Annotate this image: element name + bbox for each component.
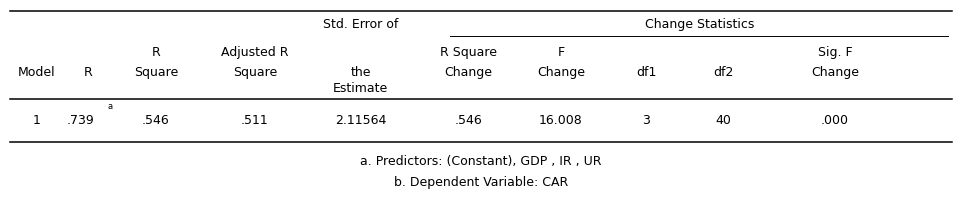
Text: Estimate: Estimate: [333, 82, 388, 95]
Text: Change Statistics: Change Statistics: [644, 18, 753, 31]
Text: Change: Change: [536, 66, 584, 79]
Text: R Square: R Square: [439, 46, 497, 59]
Text: 3: 3: [642, 114, 650, 127]
Text: df2: df2: [712, 66, 733, 79]
Text: the: the: [350, 66, 371, 79]
Text: .000: .000: [820, 114, 849, 127]
Text: 40: 40: [715, 114, 730, 127]
Text: R: R: [151, 46, 160, 59]
Text: .546: .546: [142, 114, 169, 127]
Text: Model: Model: [17, 66, 56, 79]
Text: 1: 1: [33, 114, 40, 127]
Text: Change: Change: [810, 66, 858, 79]
Text: Adjusted R: Adjusted R: [221, 46, 288, 59]
Text: .739: .739: [67, 114, 94, 127]
Text: a. Predictors: (Constant), GDP , IR , UR: a. Predictors: (Constant), GDP , IR , UR: [359, 155, 602, 168]
Text: Square: Square: [134, 66, 178, 79]
Text: .546: .546: [455, 114, 481, 127]
Text: Sig. F: Sig. F: [817, 46, 851, 59]
Text: b. Dependent Variable: CAR: b. Dependent Variable: CAR: [393, 176, 568, 189]
Text: Std. Error of: Std. Error of: [323, 18, 398, 31]
Text: Square: Square: [233, 66, 277, 79]
Text: df1: df1: [635, 66, 656, 79]
Text: 2.11564: 2.11564: [334, 114, 386, 127]
Text: a: a: [107, 102, 112, 111]
Text: F: F: [556, 46, 564, 59]
Text: .511: .511: [241, 114, 268, 127]
Text: 16.008: 16.008: [538, 114, 582, 127]
Text: R: R: [84, 66, 93, 79]
Text: Change: Change: [444, 66, 492, 79]
